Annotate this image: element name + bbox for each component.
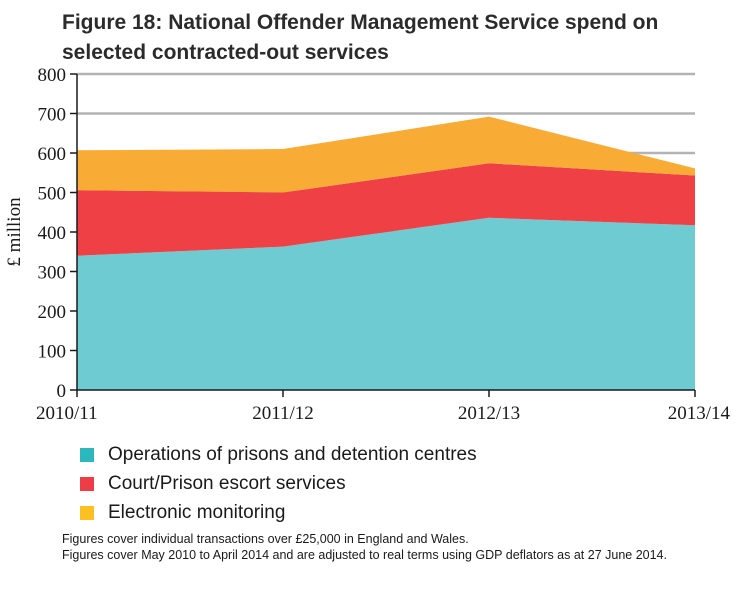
x-tick-label: 2013/14 bbox=[668, 403, 731, 424]
legend-item-operations: Operations of prisons and detention cent… bbox=[80, 440, 477, 469]
note-line: Figures cover May 2010 to April 2014 and… bbox=[62, 548, 667, 562]
chart-notes: Figures cover individual transactions ov… bbox=[62, 531, 722, 563]
y-tick-labels: 0 100 200 300 400 500 600 700 800 bbox=[38, 65, 67, 402]
area-series-2 bbox=[77, 163, 695, 256]
axes bbox=[70, 73, 696, 397]
legend-label: Operations of prisons and detention cent… bbox=[108, 443, 477, 465]
y-tick-label: 500 bbox=[38, 184, 67, 205]
y-tick-label: 400 bbox=[38, 223, 67, 244]
y-axis-label: £ million bbox=[4, 197, 25, 267]
note-line: Figures cover individual transactions ov… bbox=[62, 532, 469, 546]
chart-title: Figure 18: National Offender Management … bbox=[62, 11, 659, 64]
legend-label: Electronic monitoring bbox=[108, 501, 286, 523]
y-tick-label: 700 bbox=[38, 105, 67, 126]
y-tick-label: 300 bbox=[38, 263, 67, 284]
y-tick-label: 800 bbox=[38, 65, 67, 86]
x-tick-label: 2010/11 bbox=[36, 403, 98, 424]
stacked-areas bbox=[77, 116, 695, 390]
x-tick-labels: 2010/11 2011/12 2012/13 2013/14 bbox=[36, 403, 730, 424]
y-tick-label: 200 bbox=[38, 302, 67, 323]
y-tick-label: 100 bbox=[38, 342, 67, 363]
legend-swatch-escort bbox=[80, 476, 94, 491]
legend-swatch-monitoring bbox=[80, 505, 94, 520]
legend-label: Court/Prison escort services bbox=[108, 472, 346, 494]
x-tick-label: 2011/12 bbox=[252, 403, 314, 424]
area-series-1 bbox=[77, 217, 695, 390]
legend-item-escort: Court/Prison escort services bbox=[80, 469, 477, 498]
legend: Operations of prisons and detention cent… bbox=[80, 440, 477, 527]
area-series-3 bbox=[77, 116, 695, 193]
x-tick-label: 2012/13 bbox=[458, 403, 520, 424]
legend-item-monitoring: Electronic monitoring bbox=[80, 498, 477, 527]
y-tick-label: 600 bbox=[38, 144, 67, 165]
legend-swatch-operations bbox=[80, 447, 94, 462]
y-tick-label: 0 bbox=[57, 381, 67, 402]
